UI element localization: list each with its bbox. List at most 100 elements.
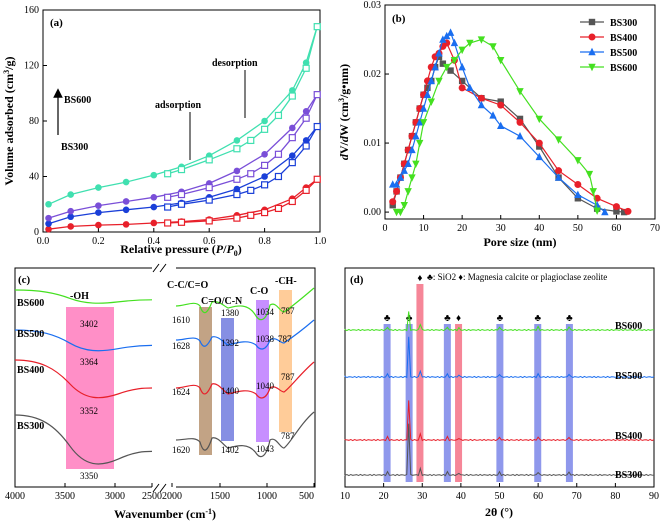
panel-d-label: (d) xyxy=(350,274,364,286)
pore-point-bs300 xyxy=(439,60,447,67)
y-tick-label: 0.02 xyxy=(364,69,382,80)
peak-bs600-co: 1034 xyxy=(256,307,275,317)
adsorption-point-bs400 xyxy=(45,220,52,227)
desorption-point-bs600 xyxy=(302,64,310,72)
c-label-bs500: BS500 xyxy=(17,329,44,340)
x-tick-label: 0.4 xyxy=(148,236,161,247)
pore-point-bs600 xyxy=(443,63,451,72)
pore-point-bs300 xyxy=(613,208,620,215)
legend-marker-bs400 xyxy=(588,33,596,41)
pore-point-bs300 xyxy=(447,67,454,74)
xrd-curve-bs400 xyxy=(344,400,655,442)
panel-d-legend: ♣: SiO2 ♦: Magnesia calcite or plagiocla… xyxy=(427,272,607,282)
pore-point-bs500 xyxy=(535,152,543,161)
desorption-point-bs400 xyxy=(177,200,186,208)
pore-point-bs500 xyxy=(601,207,609,216)
x-tick-label: 50 xyxy=(573,223,583,234)
adsorption-point-bs600 xyxy=(261,117,268,125)
desorption-point-bs500 xyxy=(302,114,310,122)
pore-point-bs600 xyxy=(416,139,424,148)
adsorption-point-bs500 xyxy=(45,214,52,222)
panel-b-series xyxy=(389,28,632,217)
adsorption-point-bs400 xyxy=(261,173,268,180)
x-tick-label: 1000 xyxy=(257,491,277,502)
adsorption-point-bs600 xyxy=(122,178,130,186)
adsorption-point-bs300 xyxy=(45,225,52,233)
adsorption-point-bs500 xyxy=(289,124,296,132)
x-tick-label: 90 xyxy=(649,491,659,502)
x-tick-label: 70 xyxy=(572,491,582,502)
panel-c: (c) -OH C-C/C=O C=O/C-N C-O -CH- BS600 B… xyxy=(5,260,316,521)
pore-point-bs400 xyxy=(535,139,543,147)
band-label-con: C=O/C-N xyxy=(201,296,243,307)
pore-point-bs500 xyxy=(446,28,455,36)
sio2-band xyxy=(443,324,451,482)
adsorption-point-bs400 xyxy=(233,185,241,193)
pore-point-bs500 xyxy=(396,173,405,181)
sio2-marker: ♣ xyxy=(534,313,541,324)
peak-bs600-cc: 1610 xyxy=(172,315,191,325)
legend-label-bs400: BS400 xyxy=(610,33,637,44)
pore-point-bs500 xyxy=(554,173,563,181)
pore-point-bs600 xyxy=(535,115,543,124)
peak-bs500-oh: 3364 xyxy=(80,357,99,367)
peak-bs300-con: 1402 xyxy=(221,445,239,455)
x-tick-label: 10 xyxy=(419,223,429,234)
desorption-point-bs400 xyxy=(164,203,172,211)
c-label-bs300: BS300 xyxy=(17,421,44,432)
legend-label-bs500: BS500 xyxy=(610,48,637,59)
d-label-bs300: BS300 xyxy=(615,470,642,481)
desorption-line-bs400 xyxy=(167,126,318,208)
peak-bs400-oh: 3352 xyxy=(80,406,98,416)
ftir-curve-bs600 xyxy=(14,287,315,321)
adsorption-point-bs400 xyxy=(150,203,158,211)
xrd-curve-bs600 xyxy=(344,311,655,332)
desorption-point-bs400 xyxy=(247,186,255,194)
adsorption-point-bs400 xyxy=(95,209,102,216)
band-cc xyxy=(199,307,212,455)
desorption-point-bs300 xyxy=(233,214,241,222)
pore-point-bs300 xyxy=(458,77,466,85)
peak-bs500-ch: 787 xyxy=(278,334,292,344)
ftir-curve-bs500 xyxy=(14,319,315,352)
y-tick-label: 0.01 xyxy=(364,138,382,149)
panel-b-label: (b) xyxy=(392,13,406,25)
peak-bs400-con: 1400 xyxy=(221,386,240,396)
x-tick-label: 40 xyxy=(456,491,466,502)
desorption-point-bs300 xyxy=(261,208,269,217)
band-label-ch: -CH- xyxy=(275,276,297,287)
x-tick-label: 0.6 xyxy=(203,236,216,247)
adsorption-point-bs300 xyxy=(95,221,102,229)
pore-point-bs400 xyxy=(612,203,620,211)
adsorption-line-bs600 xyxy=(48,26,318,205)
y-tick-label: 40 xyxy=(29,172,39,183)
panel-d-ticks: 10 20 30 40 50 60 70 80 90 xyxy=(340,483,659,502)
x-tick-label: 0 xyxy=(383,223,388,234)
pore-point-bs400 xyxy=(477,94,485,102)
adsorption-point-bs600 xyxy=(45,200,52,208)
x-tick-label: 30 xyxy=(496,223,506,234)
x-tick-label: 0.2 xyxy=(92,236,105,247)
axis-break-bottom-mask xyxy=(152,481,176,495)
xrd-curve-bs300 xyxy=(344,423,655,477)
x-tick-label: 0.0 xyxy=(37,236,50,247)
panel-a-xlabel: Relative pressure (P/P0) xyxy=(120,242,242,258)
pore-point-bs600 xyxy=(466,39,474,48)
axis-break-marks xyxy=(152,263,167,493)
desorption-point-bs500 xyxy=(205,184,213,192)
y-tick-label: 0 xyxy=(34,227,39,238)
y-tick-label: 80 xyxy=(29,116,39,127)
adsorption-point-bs600 xyxy=(233,137,241,144)
legend-label-bs300: BS300 xyxy=(610,18,637,29)
pore-point-bs600 xyxy=(477,36,486,44)
legend-marker-bs500 xyxy=(588,47,596,56)
y-tick-label: 160 xyxy=(24,5,39,16)
desorption-point-bs600 xyxy=(247,136,255,145)
x-tick-label: 3500 xyxy=(55,491,75,502)
y-tick-label: 0.03 xyxy=(364,0,382,11)
panel-c-xlabel: Wavenumber (cm-1) xyxy=(114,507,216,521)
pore-point-bs400 xyxy=(458,84,466,92)
calcite-band xyxy=(416,284,424,482)
pore-point-bs400 xyxy=(393,187,401,195)
calcite-marker: ♦ xyxy=(417,273,422,284)
